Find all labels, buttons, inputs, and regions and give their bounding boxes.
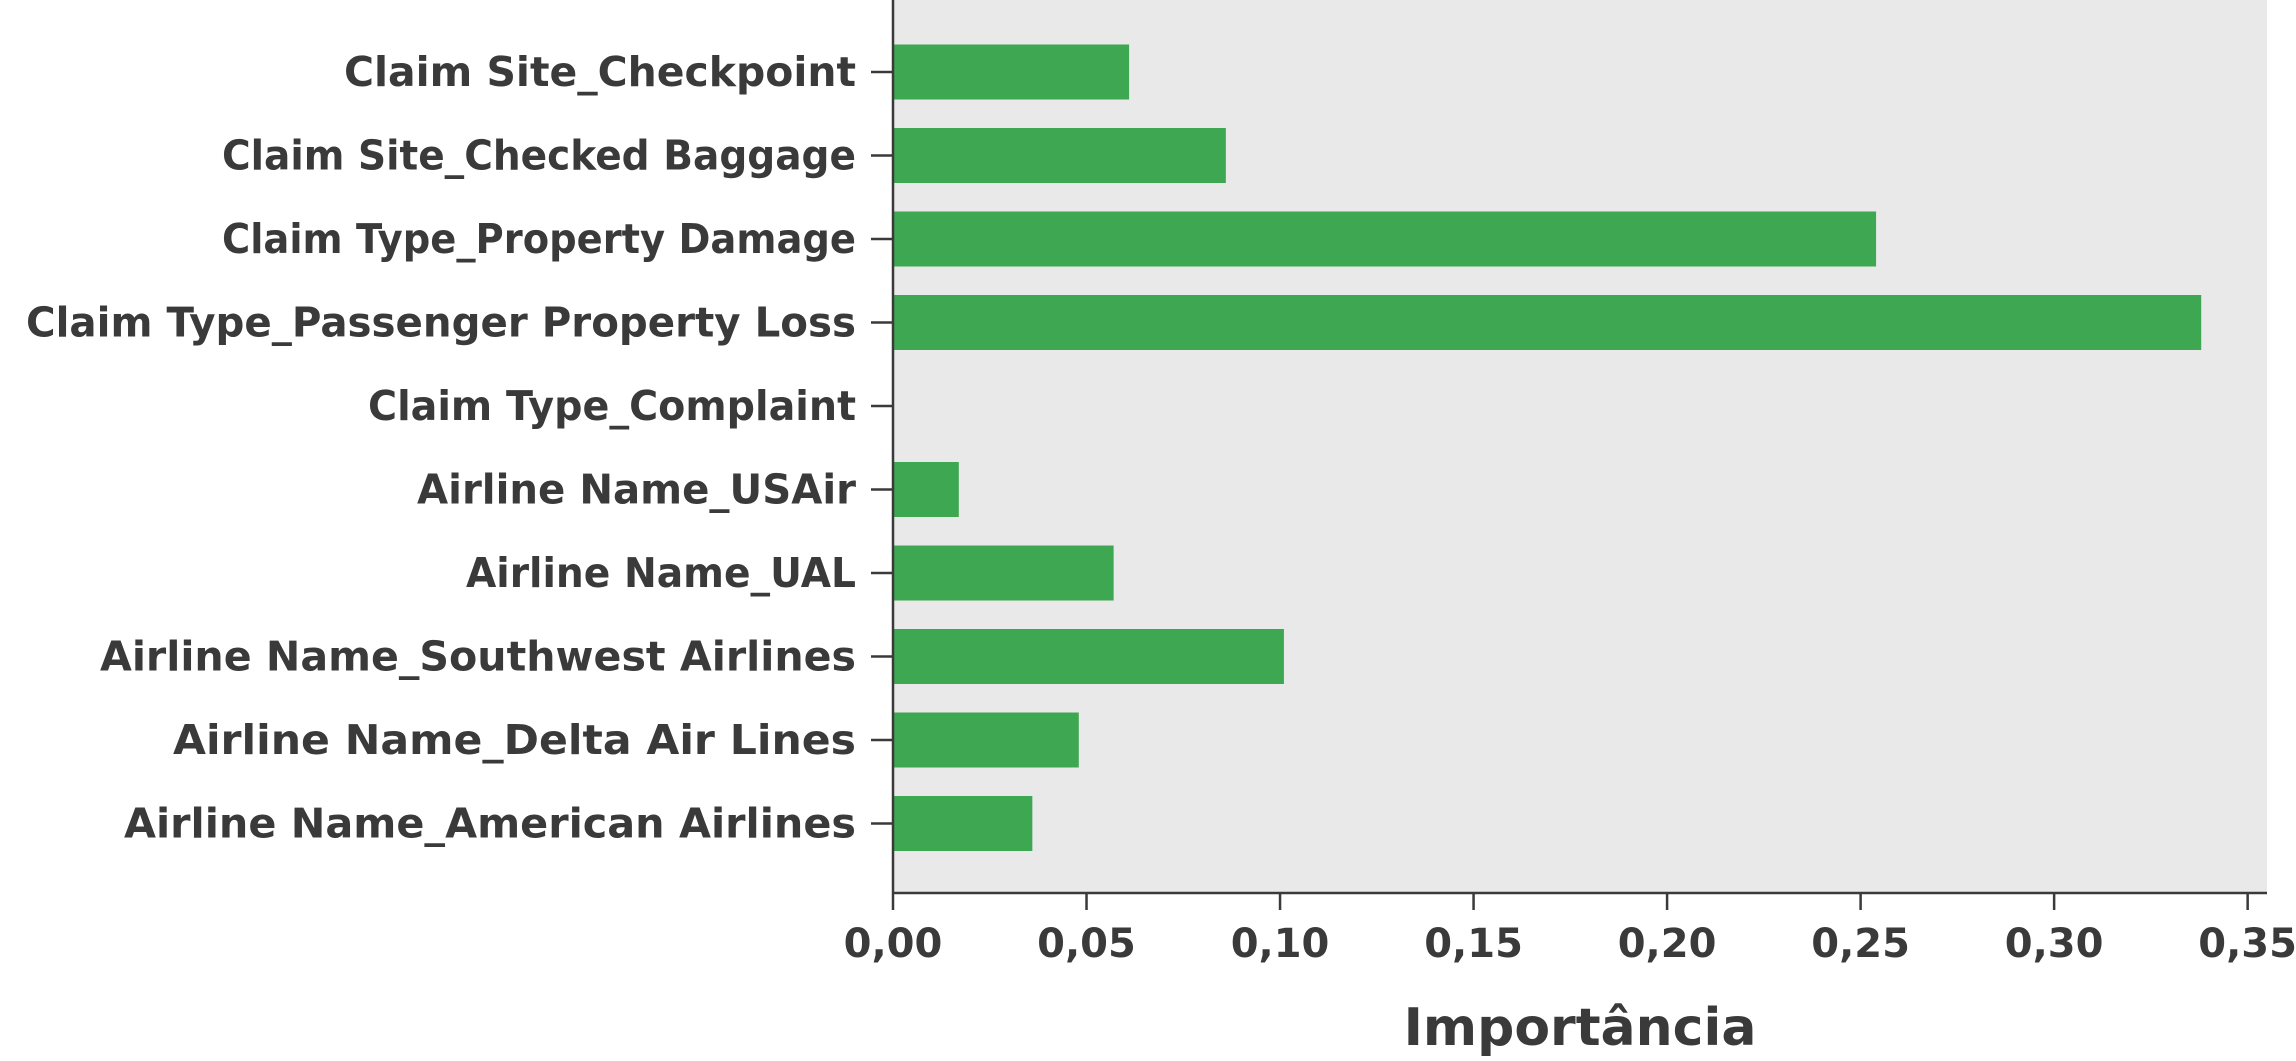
category-label-airline-name-ual: Airline Name_UAL: [466, 549, 856, 597]
bar-airline-name-usair: [893, 462, 959, 517]
category-label-claim-site-checked-baggage: Claim Site_Checked Baggage: [222, 132, 856, 180]
category-label-airline-name-delta-air-lines: Airline Name_Delta Air Lines: [173, 716, 856, 764]
category-label-airline-name-southwest-airlines: Airline Name_Southwest Airlines: [100, 633, 856, 681]
x-ticks-group: 0,00 0,05 0,10 0,15 0,20 0,25 0,30 0,35: [844, 893, 2296, 967]
x-tick-label-0: 0,00: [844, 921, 943, 967]
category-label-claim-site-checkpoint: Claim Site_Checkpoint: [344, 48, 856, 96]
x-tick-label-5: 0,25: [1811, 921, 1910, 967]
category-label-airline-name-american-airlines: Airline Name_American Airlines: [124, 800, 856, 848]
category-labels-group: Claim Site_Checkpoint Claim Site_Checked …: [26, 48, 857, 848]
bar-claim-site-checked-baggage: [893, 128, 1226, 183]
x-tick-label-2: 0,10: [1231, 921, 1330, 967]
y-ticks-group: [871, 70, 893, 825]
x-tick-label-6: 0,30: [2005, 921, 2104, 967]
bar-claim-site-checkpoint: [893, 44, 1130, 100]
x-axis-title: Importância: [1404, 998, 1757, 1058]
bar-airline-name-delta-air-lines: [893, 712, 1079, 768]
x-tick-label-1: 0,05: [1037, 921, 1136, 967]
bar-claim-type-passenger-property-loss: [893, 295, 2202, 350]
x-tick-label-3: 0,15: [1424, 921, 1523, 967]
x-tick-label-7: 0,35: [2198, 921, 2296, 967]
category-label-claim-type-complaint: Claim Type_Complaint: [368, 382, 856, 430]
category-label-claim-type-passenger-property-loss: Claim Type_Passenger Property Loss: [26, 299, 856, 347]
bar-claim-type-property-damage: [893, 211, 1877, 267]
category-label-claim-type-property-damage: Claim Type_Property Damage: [222, 215, 856, 263]
bar-airline-name-ual: [893, 545, 1114, 601]
bar-airline-name-american-airlines: [893, 796, 1033, 851]
x-tick-label-4: 0,20: [1618, 921, 1717, 967]
bar-airline-name-southwest-airlines: [893, 629, 1284, 684]
category-label-airline-name-usair: Airline Name_USAir: [417, 466, 857, 514]
bars-group: [893, 44, 2202, 851]
